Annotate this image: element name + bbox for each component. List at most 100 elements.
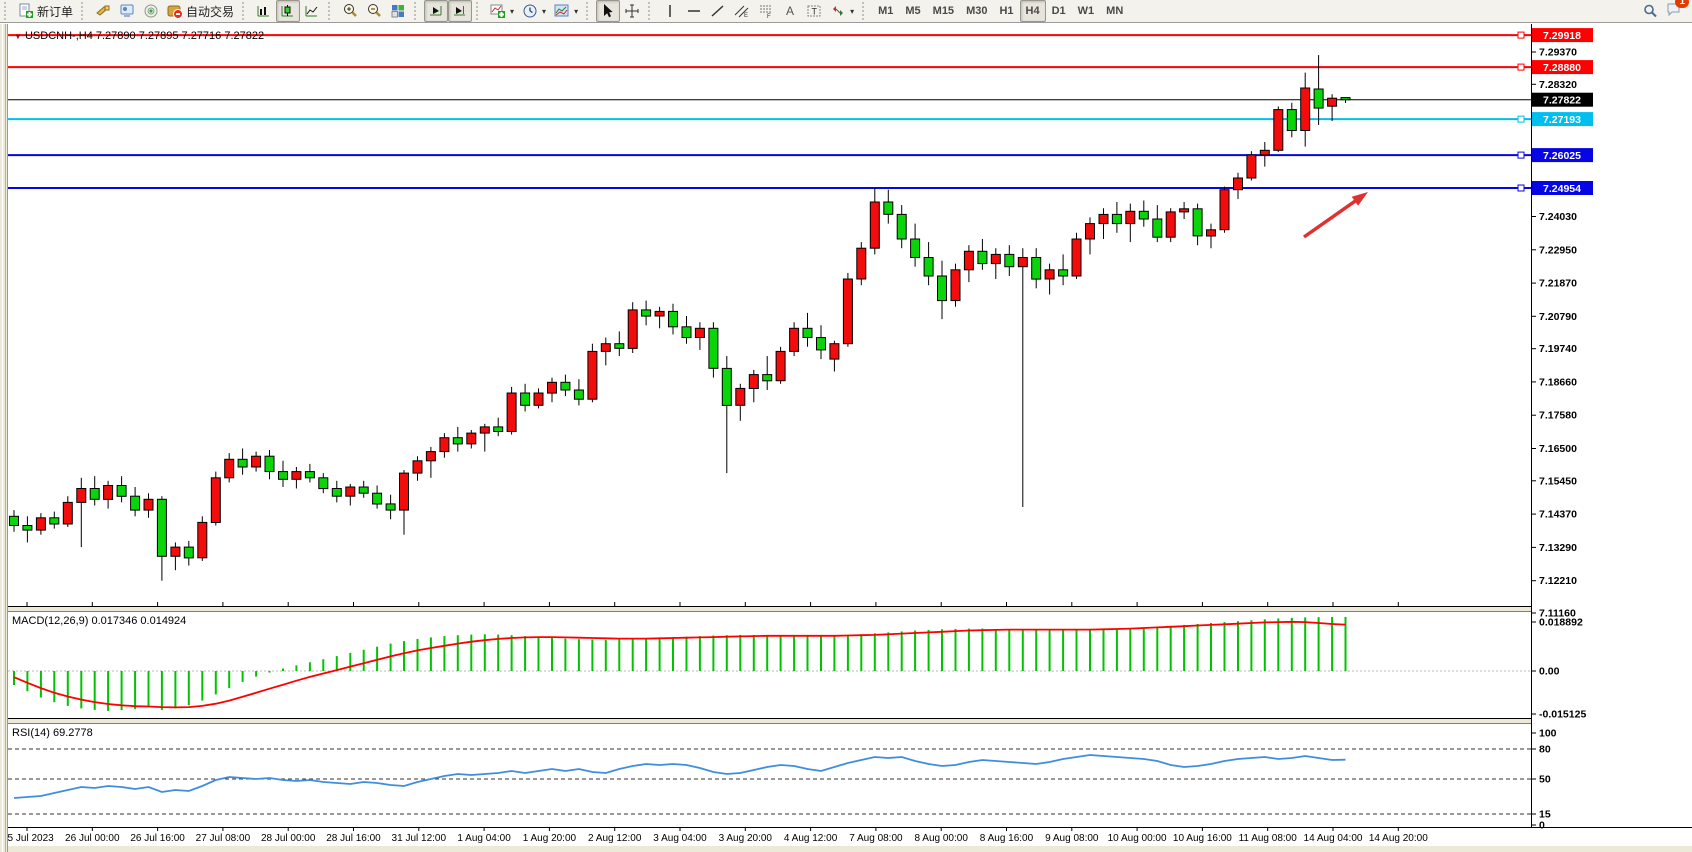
candle-body-down — [49, 517, 60, 525]
candle-body-down — [331, 488, 342, 497]
candle-body-down — [977, 250, 988, 265]
panel-splitter[interactable] — [8, 719, 1531, 723]
price-badge — [1532, 92, 1593, 107]
timeframe-m15-button[interactable]: M15 — [932, 5, 955, 17]
arrows-tool-button[interactable]: ▾ — [826, 0, 858, 22]
cursor-tool-button[interactable] — [596, 0, 621, 22]
candle-body-up — [963, 250, 974, 271]
candle-body-down — [264, 455, 275, 473]
candle-body-down — [1111, 213, 1122, 225]
price-badge — [1532, 148, 1593, 163]
new-order-button[interactable]: 新订单 — [14, 0, 77, 22]
candle-body-up — [600, 343, 611, 352]
chart-canvas[interactable]: 7.29370 7.28320 7.24030 7.22950 7.21870 7.207… — [0, 24, 1692, 852]
text-tool-button[interactable]: A — [778, 0, 802, 22]
toolbar-grip — [81, 2, 88, 20]
vertical-line-tool-button[interactable] — [658, 0, 682, 22]
candle-body-up — [1017, 257, 1028, 268]
price-tick-label: 7.13290 — [1539, 542, 1577, 554]
candle-body-up — [1044, 269, 1055, 280]
text-label-tool-button[interactable]: T — [802, 0, 826, 22]
search-icon[interactable] — [1642, 3, 1658, 19]
price-tick-label: 7.28320 — [1539, 79, 1577, 91]
candle-body-down — [1286, 109, 1297, 131]
price-tick-label: 7.12210 — [1539, 575, 1577, 587]
timeframe-h1-button[interactable]: H1 — [999, 5, 1014, 17]
time-axis-label: 28 Jul 16:00 — [326, 833, 381, 844]
timeframe-d1-button[interactable]: D1 — [1051, 5, 1066, 17]
candle-body-up — [143, 498, 154, 511]
notifications-chat-button[interactable]: 1 — [1666, 0, 1689, 22]
chart-shift-button[interactable] — [448, 0, 473, 22]
indicators-button[interactable]: ▾ — [486, 0, 518, 22]
trendline-icon — [710, 3, 726, 19]
auto-scroll-button[interactable] — [424, 0, 449, 22]
indicators-icon — [490, 3, 506, 19]
horizontal-line-icon — [686, 3, 702, 19]
candlestick-mode-button[interactable] — [276, 0, 301, 22]
templates-button[interactable]: ▾ — [550, 0, 582, 22]
panel-splitter[interactable] — [8, 607, 1531, 611]
window-left-gripper[interactable] — [0, 24, 8, 852]
time-axis-label: 26 Jul 00:00 — [65, 833, 120, 844]
tile-windows-button[interactable] — [386, 0, 410, 22]
chat-unread-badge: 1 — [1675, 0, 1689, 8]
timeframe-m1-button[interactable]: M1 — [878, 5, 894, 17]
arrows-dropdown-arrow[interactable]: ▾ — [850, 6, 855, 16]
trend-arrow-head[interactable] — [1351, 192, 1368, 206]
candle-body-up — [345, 486, 356, 497]
hline-handle[interactable] — [1517, 184, 1525, 192]
periods-button[interactable]: ▾ — [518, 0, 550, 22]
templates-dropdown-arrow[interactable]: ▾ — [574, 6, 579, 16]
candle-body-down — [1192, 208, 1203, 237]
candle-body-up — [1071, 238, 1082, 277]
timeframe-h4-button[interactable]: H4 — [1019, 0, 1046, 22]
macd-histogram — [13, 617, 1347, 711]
crosshair-tool-button[interactable] — [620, 0, 644, 22]
autotrade-button[interactable]: 自动交易 — [163, 0, 238, 22]
candle-body-up — [1273, 109, 1284, 151]
hline-handle[interactable] — [1517, 63, 1525, 71]
trend-arrow-shaft[interactable] — [1302, 196, 1361, 239]
autotrade-label: 自动交易 — [186, 4, 235, 19]
time-axis-label: 10 Aug 00:00 — [1108, 833, 1167, 844]
chart-window[interactable]: 7.29370 7.28320 7.24030 7.22950 7.21870 7.207… — [0, 24, 1692, 852]
horizontal-line-tool-button[interactable] — [682, 0, 706, 22]
zoom-out-button[interactable] — [362, 0, 386, 22]
trendline-tool-button[interactable] — [706, 0, 730, 22]
metaeditor-button[interactable] — [115, 0, 139, 22]
monitor-icon — [119, 3, 135, 19]
market-watch-button[interactable] — [91, 0, 115, 22]
time-axis-label: 1 Aug 04:00 — [457, 833, 511, 844]
candle-body-down — [452, 437, 463, 445]
timeframe-m5-button[interactable]: M5 — [905, 5, 921, 17]
periods-dropdown-arrow[interactable]: ▾ — [542, 6, 547, 16]
channel-tool-button[interactable]: E — [730, 0, 754, 22]
candle-body-up — [856, 247, 867, 280]
indicators-dropdown-arrow[interactable]: ▾ — [510, 6, 515, 16]
timeframe-m30-button[interactable]: M30 — [966, 5, 988, 17]
signals-button[interactable] — [139, 0, 163, 22]
timeframe-w1-button[interactable]: W1 — [1077, 5, 1095, 17]
macd-axis-label: 0.00 — [1539, 666, 1560, 678]
candles[interactable] — [9, 55, 1351, 581]
hline-handle[interactable] — [1517, 151, 1525, 159]
rsi-axis-label: 0 — [1539, 820, 1545, 832]
timeframe-mn-button[interactable]: MN — [1106, 5, 1124, 17]
hline-handle[interactable] — [1517, 31, 1525, 39]
macd-axis-label: 0.018892 — [1539, 617, 1583, 629]
fibonacci-tool-button[interactable]: F — [754, 0, 778, 22]
price-badge-label: 7.28880 — [1543, 62, 1581, 74]
time-axis-label: 1 Aug 20:00 — [523, 833, 577, 844]
toolbar-grip — [4, 2, 11, 20]
bar-chart-mode-button[interactable] — [252, 0, 276, 22]
candle-body-down — [278, 471, 288, 480]
candle-body-up — [694, 327, 705, 338]
zoom-in-button[interactable] — [338, 0, 362, 22]
hline-handle[interactable] — [1517, 115, 1525, 123]
candle-body-down — [721, 367, 732, 406]
line-chart-mode-button[interactable] — [300, 0, 324, 22]
rsi-axis-label: 100 — [1539, 728, 1557, 740]
candle-body-up — [466, 432, 477, 445]
candle-body-down — [668, 310, 678, 328]
